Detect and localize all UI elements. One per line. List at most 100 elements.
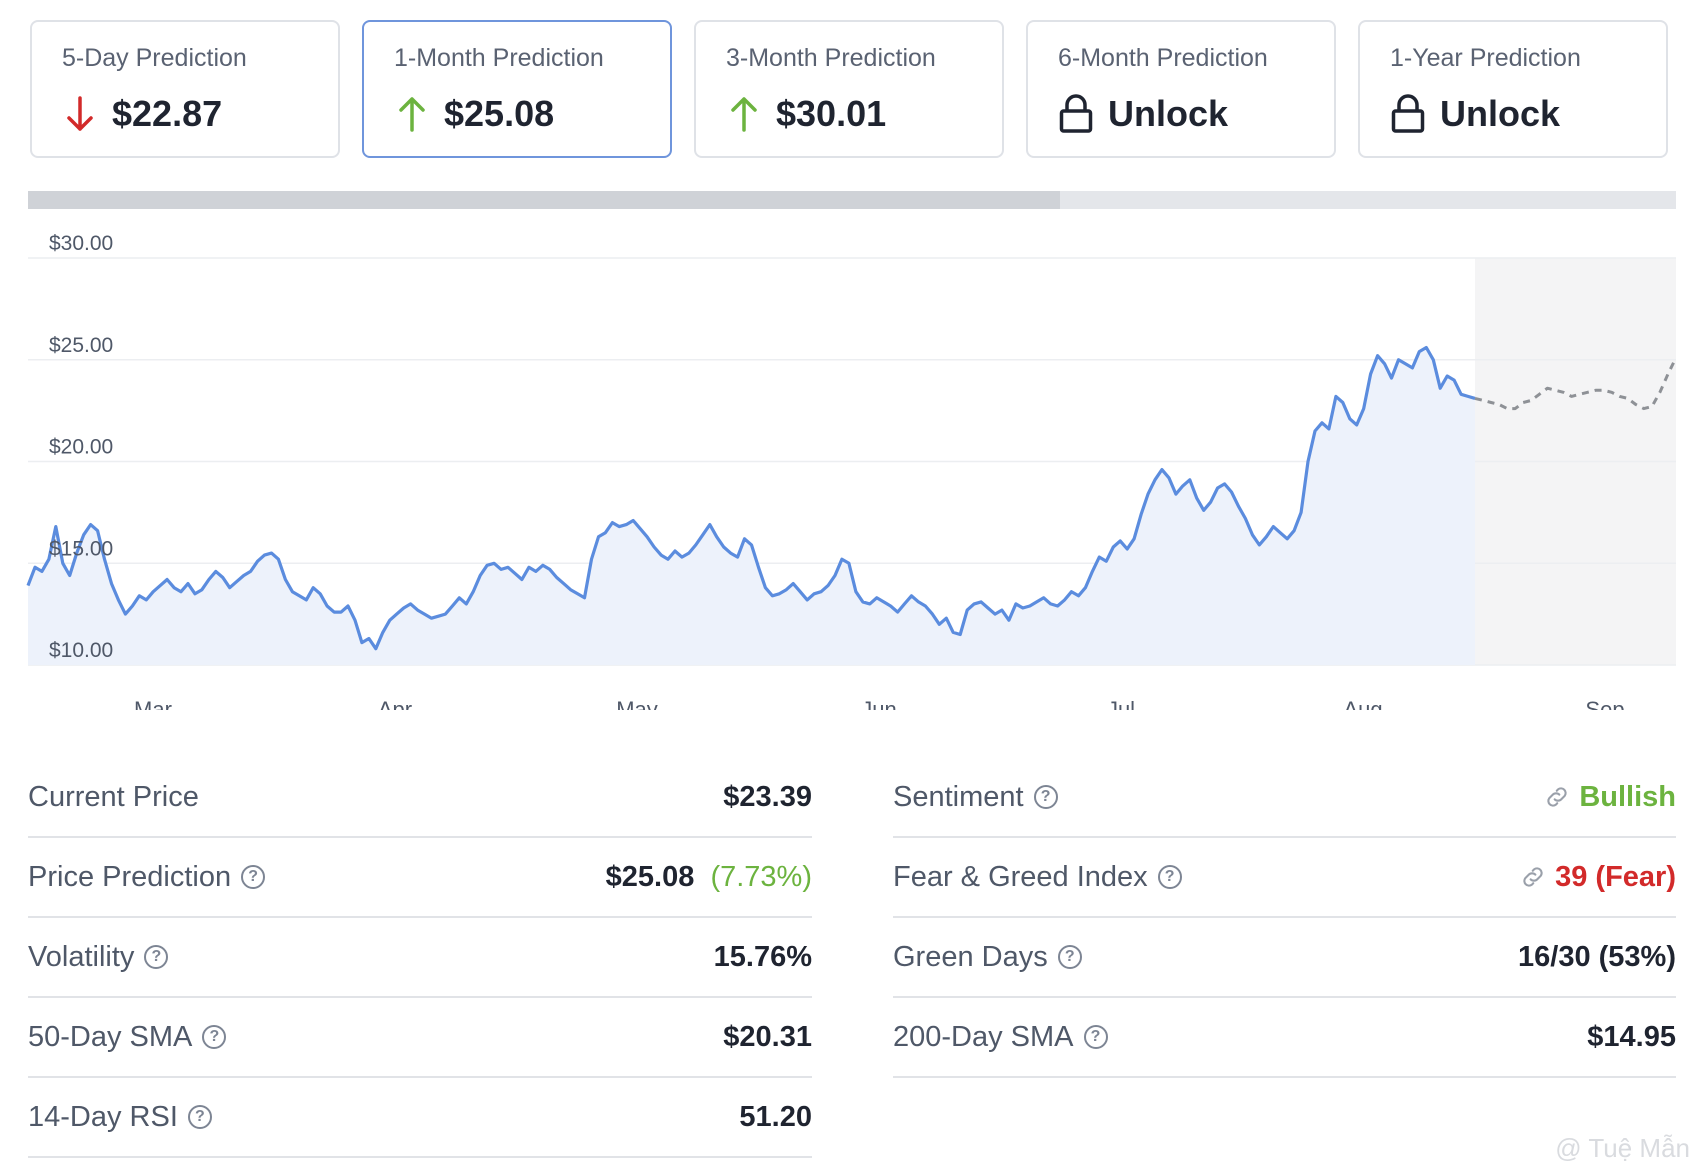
stat-change-percent: (7.73%): [710, 860, 812, 893]
chart-range-handle[interactable]: [28, 191, 1060, 209]
stat-row-200-day-sma: 200-Day SMA? $14.95: [893, 998, 1676, 1078]
stat-label-text: Green Days: [893, 940, 1048, 973]
stat-label: Green Days?: [893, 941, 1082, 974]
x-tick-label: Apr: [378, 697, 412, 710]
y-tick-label: $25.00: [49, 334, 113, 357]
stat-row-price-prediction: Price Prediction? $25.08 (7.73%): [28, 838, 812, 918]
stat-label: Price Prediction?: [28, 860, 266, 894]
stat-row-current-price: Current Price $23.39: [28, 758, 812, 838]
stat-value: 16/30 (53%): [1518, 940, 1676, 973]
stat-label: Current Price: [28, 781, 199, 814]
stat-label: Volatility?: [28, 940, 169, 974]
stats-table-left: Current Price $23.39 Price Prediction? $…: [28, 758, 812, 1158]
card-value-row: Unlock: [1390, 93, 1636, 135]
stat-value: $14.95: [1587, 1020, 1676, 1053]
chart-range-scrollbar[interactable]: [28, 191, 1676, 209]
price-chart: $30.00 $25.00 $20.00 $15.00 $10.00 Mar Apr May…: [26, 232, 1678, 710]
help-icon[interactable]: ?: [187, 1105, 212, 1129]
stat-label: 14-Day RSI?: [28, 1101, 212, 1134]
help-icon[interactable]: ?: [144, 945, 169, 969]
card-value-row: $30.01: [726, 93, 972, 135]
stats-table-right: Sentiment? Bullish Fear & Greed Index? 3…: [893, 758, 1676, 1078]
x-tick-label: Sep: [1585, 697, 1624, 710]
help-icon[interactable]: ?: [241, 865, 266, 889]
stat-value: 15.76%: [713, 940, 812, 973]
price-area: [28, 347, 1475, 665]
x-tick-label: May: [616, 697, 658, 710]
stat-label: 50-Day SMA?: [28, 1020, 227, 1054]
card-value: $25.08: [444, 93, 555, 134]
price-line: [26, 345, 1476, 651]
watermark-text: @ Tuệ Mẫn: [1555, 1133, 1690, 1163]
card-title: 1-Month Prediction: [394, 44, 604, 72]
card-value-row: $22.87: [62, 93, 308, 135]
stat-row-50-day-sma: 50-Day SMA? $20.31: [28, 998, 812, 1078]
x-tick-label: Mar: [134, 697, 172, 710]
stat-label-text: Current Price: [28, 780, 199, 813]
help-icon[interactable]: ?: [1157, 865, 1182, 889]
stat-label-text: 50-Day SMA: [28, 1020, 193, 1053]
x-axis-labels: Mar Apr May Jun Jul Aug Sep: [134, 697, 1625, 710]
help-icon[interactable]: ?: [1057, 945, 1082, 969]
card-value-row: Unlock: [1058, 93, 1304, 135]
arrow-up-icon: [394, 94, 430, 134]
y-tick-label: $30.00: [49, 232, 113, 255]
y-axis-labels: $30.00 $25.00 $20.00 $15.00 $10.00: [49, 232, 113, 662]
stat-row-volatility: Volatility? 15.76%: [28, 918, 812, 998]
card-value-row: $25.08: [394, 93, 640, 135]
help-icon[interactable]: ?: [202, 1025, 227, 1049]
stat-label-text: 200-Day SMA: [893, 1020, 1074, 1053]
stat-label-text: Price Prediction: [28, 860, 232, 893]
x-tick-label: Aug: [1343, 697, 1382, 710]
lock-icon: [1058, 94, 1094, 134]
card-3-month-prediction[interactable]: 3-Month Prediction $30.01: [694, 20, 1004, 158]
card-1-year-prediction[interactable]: 1-Year Prediction Unlock: [1358, 20, 1668, 158]
card-1-month-prediction[interactable]: 1-Month Prediction $25.08: [362, 20, 672, 158]
card-title: 6-Month Prediction: [1058, 44, 1268, 72]
x-tick-label: Jun: [861, 697, 896, 710]
card-title: 3-Month Prediction: [726, 44, 936, 72]
stat-value: $20.31: [723, 1020, 812, 1053]
stat-row-14-day-rsi: 14-Day RSI? 51.20: [28, 1078, 812, 1158]
x-tick-label: Jul: [1107, 697, 1135, 710]
help-icon[interactable]: ?: [1033, 785, 1058, 809]
stat-value: 39 (Fear): [1519, 861, 1676, 894]
stat-row-sentiment: Sentiment? Bullish: [893, 758, 1676, 838]
forecast-line: [1474, 357, 1678, 411]
card-value: $22.87: [112, 93, 223, 134]
stat-row-green-days: Green Days? 16/30 (53%): [893, 918, 1676, 998]
stat-row-fear-greed-index: Fear & Greed Index? 39 (Fear): [893, 838, 1676, 918]
help-icon[interactable]: ?: [1083, 1025, 1108, 1049]
stat-value: $23.39: [723, 780, 812, 813]
sentiment-value: Bullish: [1579, 780, 1676, 813]
card-title: 1-Year Prediction: [1390, 44, 1581, 72]
card-title: 5-Day Prediction: [62, 44, 247, 72]
y-tick-label: $10.00: [49, 639, 113, 662]
card-value: $30.01: [776, 93, 887, 134]
prediction-cards: 5-Day Prediction $22.87 1-Month Predicti…: [30, 20, 1668, 158]
arrow-up-icon: [726, 94, 762, 134]
y-tick-label: $15.00: [49, 537, 113, 560]
stat-label-text: Volatility: [28, 940, 135, 973]
stat-value: Bullish: [1543, 781, 1676, 814]
stat-value-text: $25.08: [605, 860, 695, 893]
stat-label-text: Fear & Greed Index: [893, 860, 1148, 893]
stat-label: Fear & Greed Index?: [893, 861, 1182, 894]
arrow-down-icon: [62, 94, 98, 134]
stat-label: Sentiment?: [893, 781, 1058, 814]
stat-label-text: Sentiment: [893, 780, 1024, 813]
card-6-month-prediction[interactable]: 6-Month Prediction Unlock: [1026, 20, 1336, 158]
unlock-link[interactable]: Unlock: [1108, 93, 1229, 134]
unlock-link[interactable]: Unlock: [1440, 93, 1561, 134]
stat-value: $25.08 (7.73%): [606, 861, 812, 894]
link-icon[interactable]: [1543, 783, 1571, 811]
link-icon[interactable]: [1519, 863, 1547, 891]
fear-greed-value: 39 (Fear): [1555, 860, 1676, 893]
lock-icon: [1390, 94, 1426, 134]
stat-label-text: 14-Day RSI: [28, 1100, 178, 1133]
y-tick-label: $20.00: [49, 436, 113, 459]
watermark: @ Tuệ Mẫn: [1555, 1133, 1690, 1164]
stat-label: 200-Day SMA?: [893, 1021, 1108, 1054]
stat-value: 51.20: [739, 1100, 812, 1133]
card-5-day-prediction[interactable]: 5-Day Prediction $22.87: [30, 20, 340, 158]
